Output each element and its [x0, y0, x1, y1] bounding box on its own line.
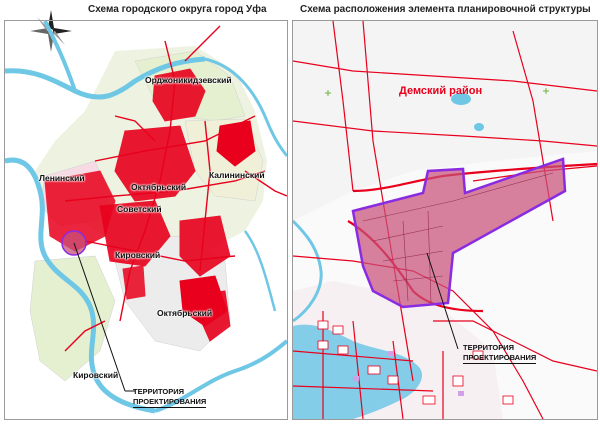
district-label-leninsky: Ленинский: [39, 173, 85, 183]
district-label-kirovsky-center: Кировский: [115, 250, 161, 260]
right-map-panel[interactable]: Демский район ТЕРРИТОРИЯ ПРОЕКТИРОВАНИЯ: [292, 20, 598, 420]
planning-element-map: [293, 21, 597, 419]
project-territory-callout-right: ТЕРРИТОРИЯ ПРОЕКТИРОВАНИЯ: [463, 343, 537, 364]
left-map-title: Схема городского округа город Уфа: [88, 4, 267, 15]
project-territory-callout: ТЕРРИТОРИЯ ПРОЕКТИРОВАНИЯ: [133, 387, 207, 408]
district-label-demsky: Демский район: [399, 85, 483, 97]
city-district-map: [5, 21, 287, 414]
callout-line-2: ПРОЕКТИРОВАНИЯ: [133, 397, 207, 408]
callout-right-line-1: ТЕРРИТОРИЯ: [463, 343, 514, 352]
left-map-panel[interactable]: Орджоникидзевский Ленинский Октябрьский …: [4, 20, 288, 420]
district-label-oktyabrsky-north: Октябрьский: [131, 182, 187, 192]
district-label-ordzhonikidzevsky: Орджоникидзевский: [145, 75, 232, 85]
district-label-sovetsky: Советский: [117, 204, 162, 214]
callout-line-1: ТЕРРИТОРИЯ: [133, 387, 184, 396]
callout-right-line-2: ПРОЕКТИРОВАНИЯ: [463, 353, 537, 364]
district-label-kalininsky: Калининский: [209, 170, 265, 180]
right-map-title: Схема расположения элемента планировочно…: [300, 4, 591, 15]
district-label-oktyabrsky-south: Октябрьский: [157, 308, 213, 318]
district-label-kirovsky-south: Кировский: [73, 370, 119, 380]
